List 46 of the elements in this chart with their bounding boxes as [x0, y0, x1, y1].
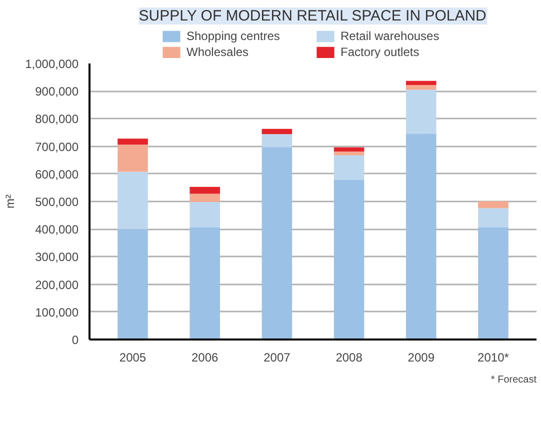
bar — [334, 180, 364, 340]
legend-label: Retail warehouses — [340, 28, 440, 42]
bar — [118, 172, 148, 230]
bar — [190, 194, 220, 202]
bar — [190, 227, 220, 340]
bar — [262, 128, 292, 134]
x-tick-label: 2008 — [336, 350, 363, 364]
bar — [334, 152, 364, 156]
bar — [118, 144, 148, 172]
y-tick-label: 300,000 — [35, 250, 79, 264]
x-tick-label: 2010* — [478, 350, 510, 364]
legend-label: Factory outlets — [340, 44, 420, 58]
bar — [406, 90, 436, 134]
bar — [262, 147, 292, 340]
x-tick-label: 2007 — [264, 350, 291, 364]
y-tick-label: 400,000 — [35, 222, 79, 237]
chart-title: SUPPLY OF MODERN RETAIL SPACE IN POLAND — [138, 8, 487, 24]
x-tick-label: 2005 — [119, 350, 146, 364]
bar — [118, 138, 148, 145]
bar — [406, 80, 436, 86]
bar — [262, 134, 292, 148]
bar — [190, 186, 220, 194]
y-axis-title: m² — [3, 194, 18, 208]
y-tick-label: 800,000 — [35, 112, 79, 126]
y-tick-label: 200,000 — [35, 278, 79, 292]
bar — [334, 147, 364, 152]
bar — [190, 202, 220, 228]
bar — [406, 134, 436, 340]
bar — [478, 227, 508, 340]
y-tick-label: 900,000 — [35, 84, 79, 99]
bar — [478, 201, 508, 208]
bar — [406, 85, 436, 90]
y-tick-label: 600,000 — [35, 167, 79, 182]
x-tick-label: 2009 — [408, 350, 435, 364]
bar — [334, 155, 364, 180]
legend-label: Wholesales — [186, 44, 250, 58]
y-tick-label: 0 — [72, 333, 79, 347]
y-tick-label: 1,000,000 — [25, 57, 79, 71]
text: * Forecast — [490, 374, 537, 386]
x-tick-label: 2006 — [192, 350, 219, 364]
y-tick-label: 100,000 — [35, 305, 79, 320]
y-tick-label: 700,000 — [35, 140, 79, 154]
y-tick-label: 500,000 — [35, 195, 79, 209]
bar — [118, 229, 148, 340]
bar — [478, 208, 508, 228]
legend-label: Shopping centres — [186, 28, 281, 42]
